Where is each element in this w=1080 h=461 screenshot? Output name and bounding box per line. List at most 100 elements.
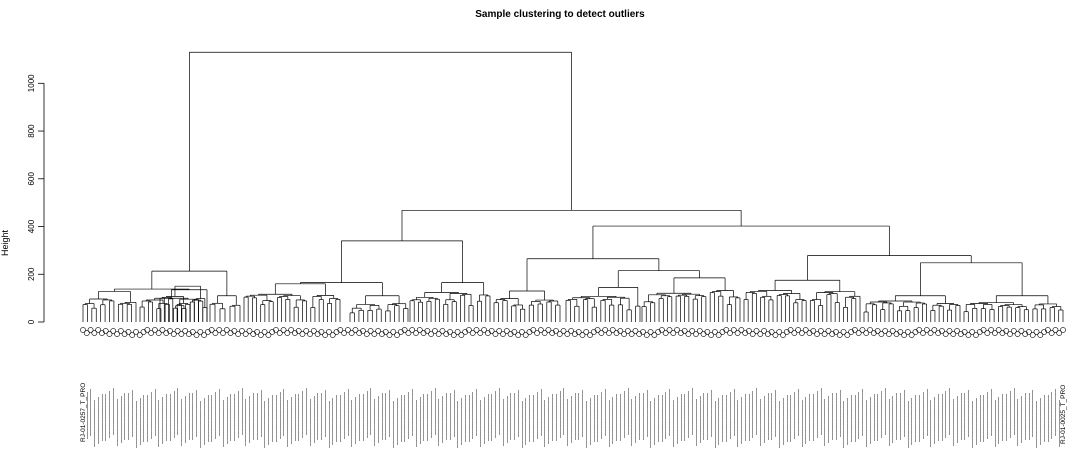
leaf-label: ––––––––––––– <box>735 400 742 447</box>
leaf-label: ––––––––––––– <box>856 392 863 439</box>
leaf-label: ––––––––––––– <box>708 390 715 437</box>
leaf-label: ––––––––––––– <box>595 395 602 442</box>
leaf-marker <box>636 331 643 337</box>
leaf-marker <box>1018 328 1025 334</box>
leaf-label: ––––––––––––– <box>402 395 409 442</box>
leaf-marker <box>431 328 438 334</box>
leaf-label: ––––––––––––– <box>292 394 299 441</box>
leaf-marker <box>212 330 219 336</box>
y-tick-label: 800 <box>27 124 36 138</box>
leaf-marker <box>628 331 635 337</box>
leaf-label: ––––––––––––– <box>863 400 870 447</box>
leaf-label: ––––––––––––– <box>996 397 1003 444</box>
leaf-label: ––––––––––––– <box>258 390 265 437</box>
leaf-label: ––––––––––––– <box>795 389 802 436</box>
leaf-label: ––––––––––––– <box>254 393 261 440</box>
leaf-label: ––––––––––––– <box>621 391 628 438</box>
leaf-label: ––––––––––––– <box>504 396 511 443</box>
leaf-label: ––––––––––––– <box>837 390 844 437</box>
leaf-label: ––––––––––––– <box>417 397 424 444</box>
chart-title: Sample clustering to detect outliers <box>475 9 645 20</box>
leaf-marker <box>988 327 995 333</box>
leaf-label: ––––––––––––– <box>201 398 208 445</box>
leaf-marker <box>159 327 166 333</box>
leaf-marker <box>776 329 783 335</box>
leaf-label: ––––––––––––– <box>95 397 102 444</box>
leaf-label: ––––––––––––– <box>178 399 185 446</box>
leaf-label: ––––––––––––– <box>969 401 976 448</box>
leaf-marker <box>220 330 226 336</box>
leaf-marker <box>394 332 400 338</box>
leaf-label: ––––––––––––– <box>784 395 791 442</box>
leaf-label: ––––––––––––– <box>640 393 647 440</box>
leaf-label: ––––––––––––– <box>485 394 492 441</box>
leaf-marker <box>670 330 677 336</box>
leaf-marker <box>867 327 873 333</box>
leaf-label: ––––––––––––– <box>318 393 325 440</box>
leaf-marker <box>583 329 590 335</box>
leaf-marker <box>1022 331 1029 337</box>
leaf-label: ––––––––––––– <box>754 388 761 435</box>
leaf-label: ––––––––––––– <box>557 391 564 438</box>
leaf-label: ––––––––––––– <box>844 398 851 445</box>
leaf-label: RJ-01-0025_T_PRO <box>1060 385 1067 444</box>
leaf-marker <box>462 329 469 335</box>
leaf-marker <box>806 330 813 336</box>
leaf-label: ––––––––––––– <box>648 401 655 448</box>
leaf-label: ––––––––––––– <box>311 396 318 443</box>
leaf-marker <box>950 331 957 337</box>
leaf-marker <box>223 327 230 333</box>
leaf-label: ––––––––––––– <box>345 389 352 436</box>
leaf-label: ––––––––––––– <box>231 394 238 441</box>
leaf-label: ––––––––––––– <box>182 396 189 443</box>
leaf-label: ––––––––––––– <box>88 389 95 436</box>
leaf-label: ––––––––––––– <box>84 392 91 439</box>
leaf-label: ––––––––––––– <box>572 393 579 440</box>
leaf-marker <box>916 327 923 333</box>
leaf-marker <box>443 331 450 337</box>
leaf-marker <box>492 331 499 337</box>
leaf-marker <box>666 327 673 333</box>
leaf-label: ––––––––––––– <box>704 393 711 440</box>
leaf-marker <box>341 330 347 336</box>
leaf-label: ––––––––––––– <box>99 394 106 441</box>
leaf-marker <box>133 329 139 335</box>
leaf-label: ––––––––––––– <box>523 398 530 445</box>
leaf-label: ––––––––––––– <box>91 400 98 447</box>
leaf-label: ––––––––––––– <box>299 391 306 438</box>
leaf-label: ––––––––––––– <box>954 396 961 443</box>
leaf-marker <box>575 329 582 335</box>
leaf-marker <box>674 327 680 333</box>
leaf-label: ––––––––––––– <box>757 399 764 446</box>
leaf-label: ––––––––––––– <box>931 397 938 444</box>
leaf-marker <box>390 329 397 335</box>
leaf-marker <box>833 329 839 335</box>
leaf-marker <box>106 331 113 337</box>
leaf-label: ––––––––––––– <box>587 398 594 445</box>
leaf-label: ––––––––––––– <box>458 398 465 445</box>
leaf-marker <box>821 331 828 337</box>
leaf-marker <box>186 331 192 337</box>
leaf-marker <box>799 330 805 336</box>
leaf-marker <box>999 330 1006 336</box>
leaf-label: ––––––––––––– <box>186 393 193 440</box>
leaf-label: ––––––––––––– <box>950 399 957 446</box>
leaf-label: ––––––––––––– <box>303 388 310 435</box>
leaf-label: ––––––––––––– <box>424 394 431 441</box>
leaf-label: ––––––––––––– <box>352 397 359 444</box>
leaf-marker <box>458 332 465 338</box>
leaf-marker <box>114 331 120 337</box>
leaf-label: ––––––––––––– <box>602 389 609 436</box>
leaf-marker <box>549 330 556 336</box>
leaf-marker <box>912 329 919 335</box>
leaf-label: ––––––––––––– <box>822 399 829 446</box>
leaf-label: ––––––––––––– <box>1034 401 1041 448</box>
leaf-label: ––––––––––––– <box>439 396 446 443</box>
leaf-label: ––––––––––––– <box>125 393 132 440</box>
leaf-marker <box>257 332 264 338</box>
leaf-label: ––––––––––––– <box>141 395 148 442</box>
leaf-marker <box>553 328 559 334</box>
leaf-label: ––––––––––––– <box>727 392 734 439</box>
leaf-label: ––––––––––––– <box>788 395 795 442</box>
leaf-marker <box>643 332 650 338</box>
